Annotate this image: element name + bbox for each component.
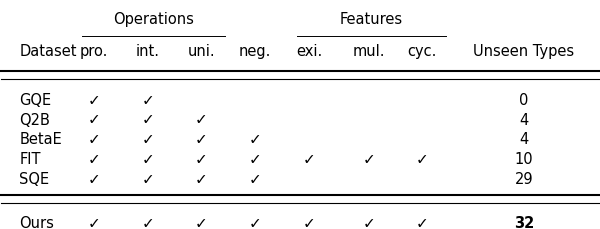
Text: ✓: ✓ [142,172,154,186]
Text: Ours: Ours [19,215,54,229]
Text: ✓: ✓ [195,132,208,147]
Text: ✓: ✓ [249,215,262,229]
Text: mul.: mul. [352,44,385,58]
Text: ✓: ✓ [142,132,154,147]
Text: ✓: ✓ [195,215,208,229]
Text: ✓: ✓ [195,172,208,186]
Text: ✓: ✓ [142,215,154,229]
Text: 32: 32 [514,215,534,229]
Text: Dataset: Dataset [19,44,77,58]
Text: ✓: ✓ [416,152,429,167]
Text: Q2B: Q2B [19,112,50,127]
Text: pro.: pro. [80,44,108,58]
Text: ✓: ✓ [142,92,154,107]
Text: FIT: FIT [19,152,41,167]
Text: ✓: ✓ [302,215,316,229]
Text: BetaE: BetaE [19,132,62,147]
Text: ✓: ✓ [88,215,100,229]
Text: 29: 29 [515,172,533,186]
Text: ✓: ✓ [142,152,154,167]
Text: ✓: ✓ [88,132,100,147]
Text: 4: 4 [520,132,529,147]
Text: ✓: ✓ [88,92,100,107]
Text: ✓: ✓ [362,215,375,229]
Text: ✓: ✓ [88,152,100,167]
Text: cyc.: cyc. [408,44,437,58]
Text: ✓: ✓ [249,172,262,186]
Text: neg.: neg. [239,44,271,58]
Text: SQE: SQE [19,172,49,186]
Text: 10: 10 [515,152,533,167]
Text: Operations: Operations [113,12,194,27]
Text: ✓: ✓ [416,215,429,229]
Text: ✓: ✓ [195,152,208,167]
Text: uni.: uni. [188,44,215,58]
Text: int.: int. [136,44,160,58]
Text: ✓: ✓ [362,152,375,167]
Text: ✓: ✓ [249,132,262,147]
Text: ✓: ✓ [249,152,262,167]
Text: ✓: ✓ [88,112,100,127]
Text: GQE: GQE [19,92,52,107]
Text: ✓: ✓ [142,112,154,127]
Text: Unseen Types: Unseen Types [473,44,575,58]
Text: ✓: ✓ [195,112,208,127]
Text: exi.: exi. [296,44,322,58]
Text: ✓: ✓ [88,172,100,186]
Text: 4: 4 [520,112,529,127]
Text: Features: Features [340,12,403,27]
Text: 0: 0 [519,92,529,107]
Text: ✓: ✓ [302,152,316,167]
